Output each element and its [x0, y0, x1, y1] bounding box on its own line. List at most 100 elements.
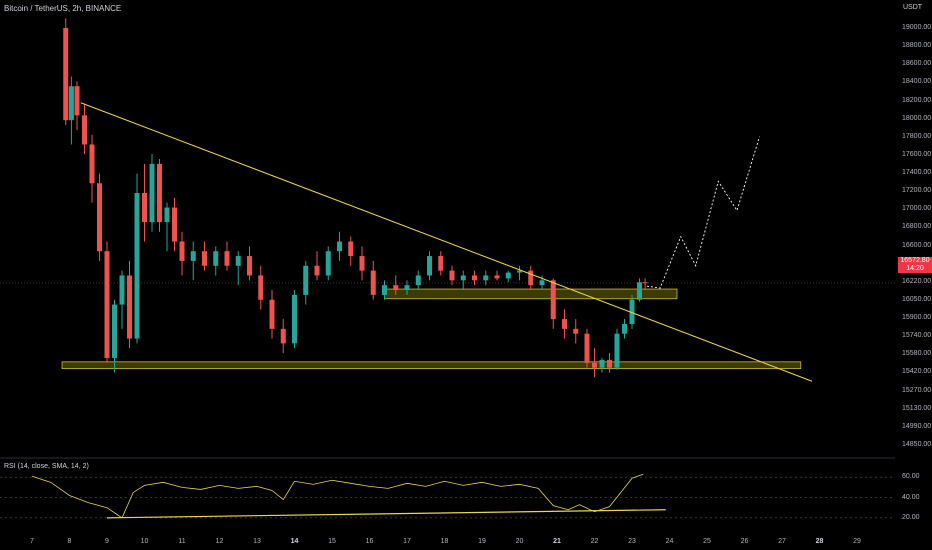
price-axis-label: 17600.00 [902, 150, 932, 158]
time-axis-label: 24 [665, 538, 674, 545]
candle-body [517, 270, 522, 273]
candle-body [157, 163, 162, 223]
price-axis-label: 14850.00 [902, 441, 932, 448]
candle-body [438, 256, 444, 271]
candle-body [337, 241, 342, 252]
price-axis-label: 16050.00 [902, 295, 932, 303]
candle-body [573, 328, 579, 334]
candle-body [592, 362, 597, 368]
rsi-legend[interactable]: RSI (14, close, SMA, 14, 2) [4, 463, 89, 470]
candle-body [483, 275, 489, 281]
candle-body [472, 275, 477, 281]
time-axis-label: 23 [628, 538, 636, 545]
time-axis-label: 29 [853, 538, 861, 545]
candle-body [550, 280, 556, 320]
candle-body [179, 241, 185, 261]
candle-body [370, 270, 376, 295]
time-axis-label: 16 [365, 538, 374, 545]
price-axis-label: 17400.00 [902, 169, 932, 177]
price-axis-label: 15740.00 [902, 332, 932, 340]
time-axis-label: 12 [215, 538, 224, 545]
time-axis-label: 7 [30, 538, 34, 545]
candle-body [494, 275, 500, 279]
time-axis-label: 25 [703, 538, 711, 545]
time-axis-label: 19 [478, 538, 486, 545]
current-price-tag: 16572.80 14:20 [898, 257, 932, 273]
candle-body [460, 275, 466, 281]
price-axis-label: 16800.00 [902, 223, 932, 231]
price-axis-label: 18600.00 [902, 60, 932, 68]
candle-body [68, 86, 74, 121]
candle-body [303, 265, 309, 295]
candle-body [213, 251, 219, 266]
candle-body [325, 251, 331, 276]
candle-body [629, 299, 635, 324]
time-axis-label: 26 [740, 538, 749, 545]
candle-body [127, 275, 132, 339]
candle-body [142, 192, 147, 223]
price-axis-label: 17000.00 [902, 205, 932, 213]
candle-body [235, 256, 241, 266]
symbol-title[interactable]: Bitcoin / TetherUS, 2h, BINANCE [4, 4, 122, 13]
rsi-line [31, 473, 644, 519]
time-axis-label: 22 [590, 538, 599, 545]
time-axis-label: 14 [290, 538, 299, 545]
candle-body [202, 251, 207, 266]
candle-body [614, 333, 620, 368]
support-zone [384, 288, 678, 300]
candle-body [149, 163, 155, 223]
candle-body [269, 299, 275, 329]
time-axis-label: 18 [440, 538, 449, 545]
candle-body [539, 280, 545, 286]
time-axis-label: 27 [778, 538, 786, 545]
candle-body [190, 251, 196, 261]
rsi-axis-label: 60.00 [902, 473, 920, 481]
price-axis-label: 15900.00 [902, 314, 932, 322]
candles [63, 18, 648, 378]
time-axis-label: 17 [403, 538, 411, 545]
support-zones [61, 288, 802, 370]
candle-body [427, 256, 432, 276]
candle-body [622, 323, 627, 334]
price-axis-label: 18200.00 [902, 96, 932, 104]
time-axis-label: 28 [815, 538, 824, 545]
candle-body [258, 275, 264, 300]
rsi-trendline [106, 509, 666, 519]
time-axis-label: 9 [105, 538, 109, 545]
time-axis-label: 13 [253, 538, 261, 545]
price-axis-label: 16600.00 [902, 241, 932, 249]
price-axis-label: 19000.00 [902, 24, 932, 31]
candle-body [599, 359, 605, 368]
current-price-value: 16572.80 [900, 257, 930, 264]
trendline[interactable] [80, 102, 813, 382]
candle-body [449, 270, 455, 281]
trendline-segment [80, 102, 813, 382]
candle-body [82, 115, 87, 145]
candle-body [292, 294, 297, 344]
price-axis-label: 18800.00 [902, 42, 932, 50]
candle-body [247, 256, 252, 276]
candle-body [528, 270, 534, 286]
candle-body [172, 207, 177, 242]
candle-body [637, 282, 642, 300]
candle-body [348, 241, 354, 257]
support-zone [61, 361, 802, 370]
bar-countdown: 14:20 [906, 265, 924, 272]
projection-path[interactable] [646, 136, 760, 289]
candle-body [562, 319, 567, 329]
candle-body [119, 275, 125, 305]
candle-body [393, 285, 399, 291]
price-axis-label: 15420.00 [902, 368, 932, 376]
candle-body [134, 192, 140, 339]
currency-label: USDT [903, 4, 923, 11]
rsi-pane [0, 473, 895, 519]
candle-body [63, 28, 69, 121]
candle-body [607, 359, 612, 368]
rsi-axis-label: 20.00 [902, 513, 920, 521]
rsi-axis-label: 40.00 [902, 493, 920, 501]
candle-body [359, 256, 365, 271]
price-axis-label: 15130.00 [902, 404, 932, 412]
candle-body [104, 251, 110, 358]
price-axis-label: 15580.00 [902, 350, 932, 358]
